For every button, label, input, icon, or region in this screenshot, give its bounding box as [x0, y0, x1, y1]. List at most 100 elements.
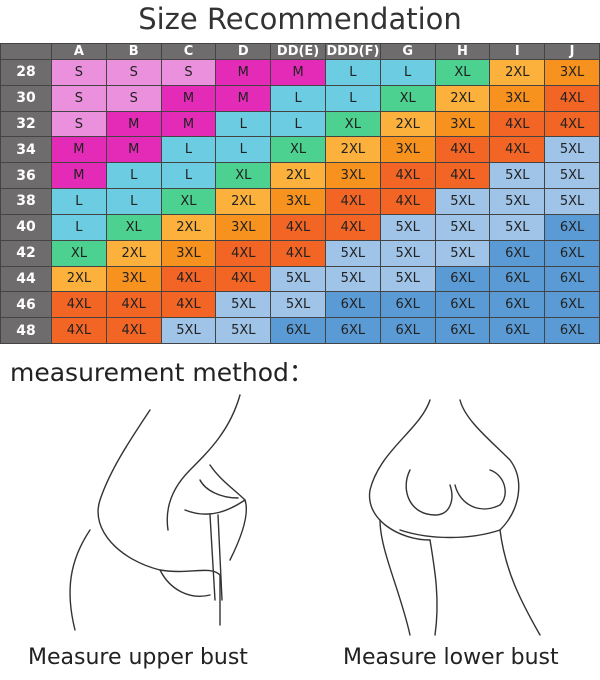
size-table: A B C D DD(E) DDD(F) G H I J 28 S S S M M L L XL 2XL 3XL 30 S…	[0, 43, 600, 344]
size-cell: 6XL	[324, 317, 381, 344]
size-cell: L	[51, 213, 107, 241]
size-cell: 6XL	[489, 265, 546, 293]
size-cell: 3XL	[324, 162, 381, 190]
size-cell: XL	[270, 136, 326, 164]
size-cell: 6XL	[379, 291, 436, 319]
size-cell: 4XL	[105, 291, 162, 319]
size-cell: 5XL	[489, 162, 546, 190]
size-cell: 5XL	[160, 317, 217, 344]
size-cell: M	[105, 110, 162, 138]
corner-cell	[0, 43, 52, 60]
size-cell: 6XL	[270, 317, 326, 344]
size-cell: 2XL	[215, 188, 272, 215]
size-cell: M	[215, 59, 272, 86]
size-cell: 6XL	[544, 265, 600, 293]
size-cell: 5XL	[434, 239, 491, 267]
size-cell: 4XL	[379, 188, 436, 215]
size-cell: 5XL	[270, 291, 326, 319]
size-cell: XL	[324, 110, 381, 138]
size-cell: L	[215, 110, 272, 138]
band-size-label: 30	[0, 84, 52, 112]
size-cell: 6XL	[544, 291, 600, 319]
size-cell: 3XL	[489, 84, 546, 112]
lower-bust-illustration	[368, 399, 541, 636]
size-cell: 3XL	[379, 136, 436, 164]
size-cell: M	[160, 84, 217, 112]
size-cell: 2XL	[324, 136, 381, 164]
size-cell: XL	[51, 239, 107, 267]
band-size-label: 32	[0, 110, 52, 138]
size-cell: 5XL	[324, 239, 381, 267]
size-cell: L	[105, 188, 162, 215]
size-cell: 5XL	[489, 188, 546, 215]
table-row: 48 4XL 4XL 5XL 5XL 6XL 6XL 6XL 6XL 6XL 6XL	[0, 317, 600, 344]
table-row: 42 XL 2XL 3XL 4XL 4XL 5XL 5XL 5XL 6XL 6XL	[0, 239, 600, 267]
size-cell: 3XL	[544, 59, 600, 86]
column-header: D	[215, 43, 272, 60]
band-size-label: 38	[0, 188, 52, 215]
size-cell: 5XL	[379, 213, 436, 241]
size-cell: S	[51, 84, 107, 112]
size-cell: 5XL	[544, 162, 600, 190]
size-cell: 2XL	[51, 265, 107, 293]
size-cell: 6XL	[324, 291, 381, 319]
size-cell: 3XL	[215, 213, 272, 241]
chart-title: Size Recommendation	[138, 2, 462, 36]
band-size-label: 34	[0, 136, 52, 164]
size-cell: 5XL	[489, 213, 546, 241]
size-cell: M	[160, 110, 217, 138]
band-size-label: 44	[0, 265, 52, 293]
size-cell: L	[270, 84, 326, 112]
size-cell: 2XL	[379, 110, 436, 138]
size-cell: 3XL	[270, 188, 326, 215]
table-row: 32 S M M L L XL 2XL 3XL 4XL 4XL	[0, 110, 600, 138]
table-row: 40 L XL 2XL 3XL 4XL 4XL 5XL 5XL 5XL 6XL	[0, 213, 600, 241]
table-row: 30 S S M M L L XL 2XL 3XL 4XL	[0, 84, 600, 112]
size-cell: 4XL	[51, 317, 107, 344]
size-cell: S	[105, 59, 162, 86]
size-cell: L	[160, 162, 217, 190]
size-cell: L	[105, 162, 162, 190]
table-row: 34 M M L L XL 2XL 3XL 4XL 4XL 5XL	[0, 136, 600, 164]
size-cell: 6XL	[434, 291, 491, 319]
size-cell: 6XL	[544, 317, 600, 344]
column-header: H	[434, 43, 491, 60]
column-header: DD(E)	[270, 43, 326, 60]
size-cell: 4XL	[270, 239, 326, 267]
size-cell: 4XL	[379, 162, 436, 190]
size-cell: 2XL	[489, 59, 546, 86]
size-cell: XL	[215, 162, 272, 190]
upper-bust-caption: Measure upper bust	[28, 645, 248, 670]
table-row: 36 M L L XL 2XL 3XL 4XL 4XL 5XL 5XL	[0, 162, 600, 190]
size-cell: 6XL	[434, 265, 491, 293]
size-cell: 2XL	[434, 84, 491, 112]
size-cell: M	[51, 162, 107, 190]
size-cell: 4XL	[544, 84, 600, 112]
size-cell: 4XL	[160, 291, 217, 319]
column-header: J	[544, 43, 600, 60]
size-cell: M	[105, 136, 162, 164]
table-row: 28 S S S M M L L XL 2XL 3XL	[0, 59, 600, 86]
size-cell: 4XL	[105, 317, 162, 344]
size-cell: 4XL	[434, 162, 491, 190]
size-cell: L	[379, 59, 436, 86]
size-cell: L	[324, 84, 381, 112]
size-cell: 5XL	[544, 136, 600, 164]
table-row: 38 L L XL 2XL 3XL 4XL 4XL 5XL 5XL 5XL	[0, 188, 600, 215]
size-cell: 4XL	[215, 239, 272, 267]
band-size-label: 36	[0, 162, 52, 190]
size-cell: XL	[105, 213, 162, 241]
size-cell: 6XL	[489, 239, 546, 267]
band-size-label: 40	[0, 213, 52, 241]
size-cell: S	[51, 59, 107, 86]
size-cell: 5XL	[544, 188, 600, 215]
size-cell: L	[160, 136, 217, 164]
column-header: B	[105, 43, 162, 60]
table-row: 44 2XL 3XL 4XL 4XL 5XL 5XL 5XL 6XL 6XL 6XL	[0, 265, 600, 293]
table-row: 46 4XL 4XL 4XL 5XL 5XL 6XL 6XL 6XL 6XL 6XL	[0, 291, 600, 319]
size-cell: S	[105, 84, 162, 112]
size-cell: 6XL	[544, 239, 600, 267]
size-cell: 2XL	[270, 162, 326, 190]
size-cell: 5XL	[379, 239, 436, 267]
column-header: DDD(F)	[324, 43, 381, 60]
